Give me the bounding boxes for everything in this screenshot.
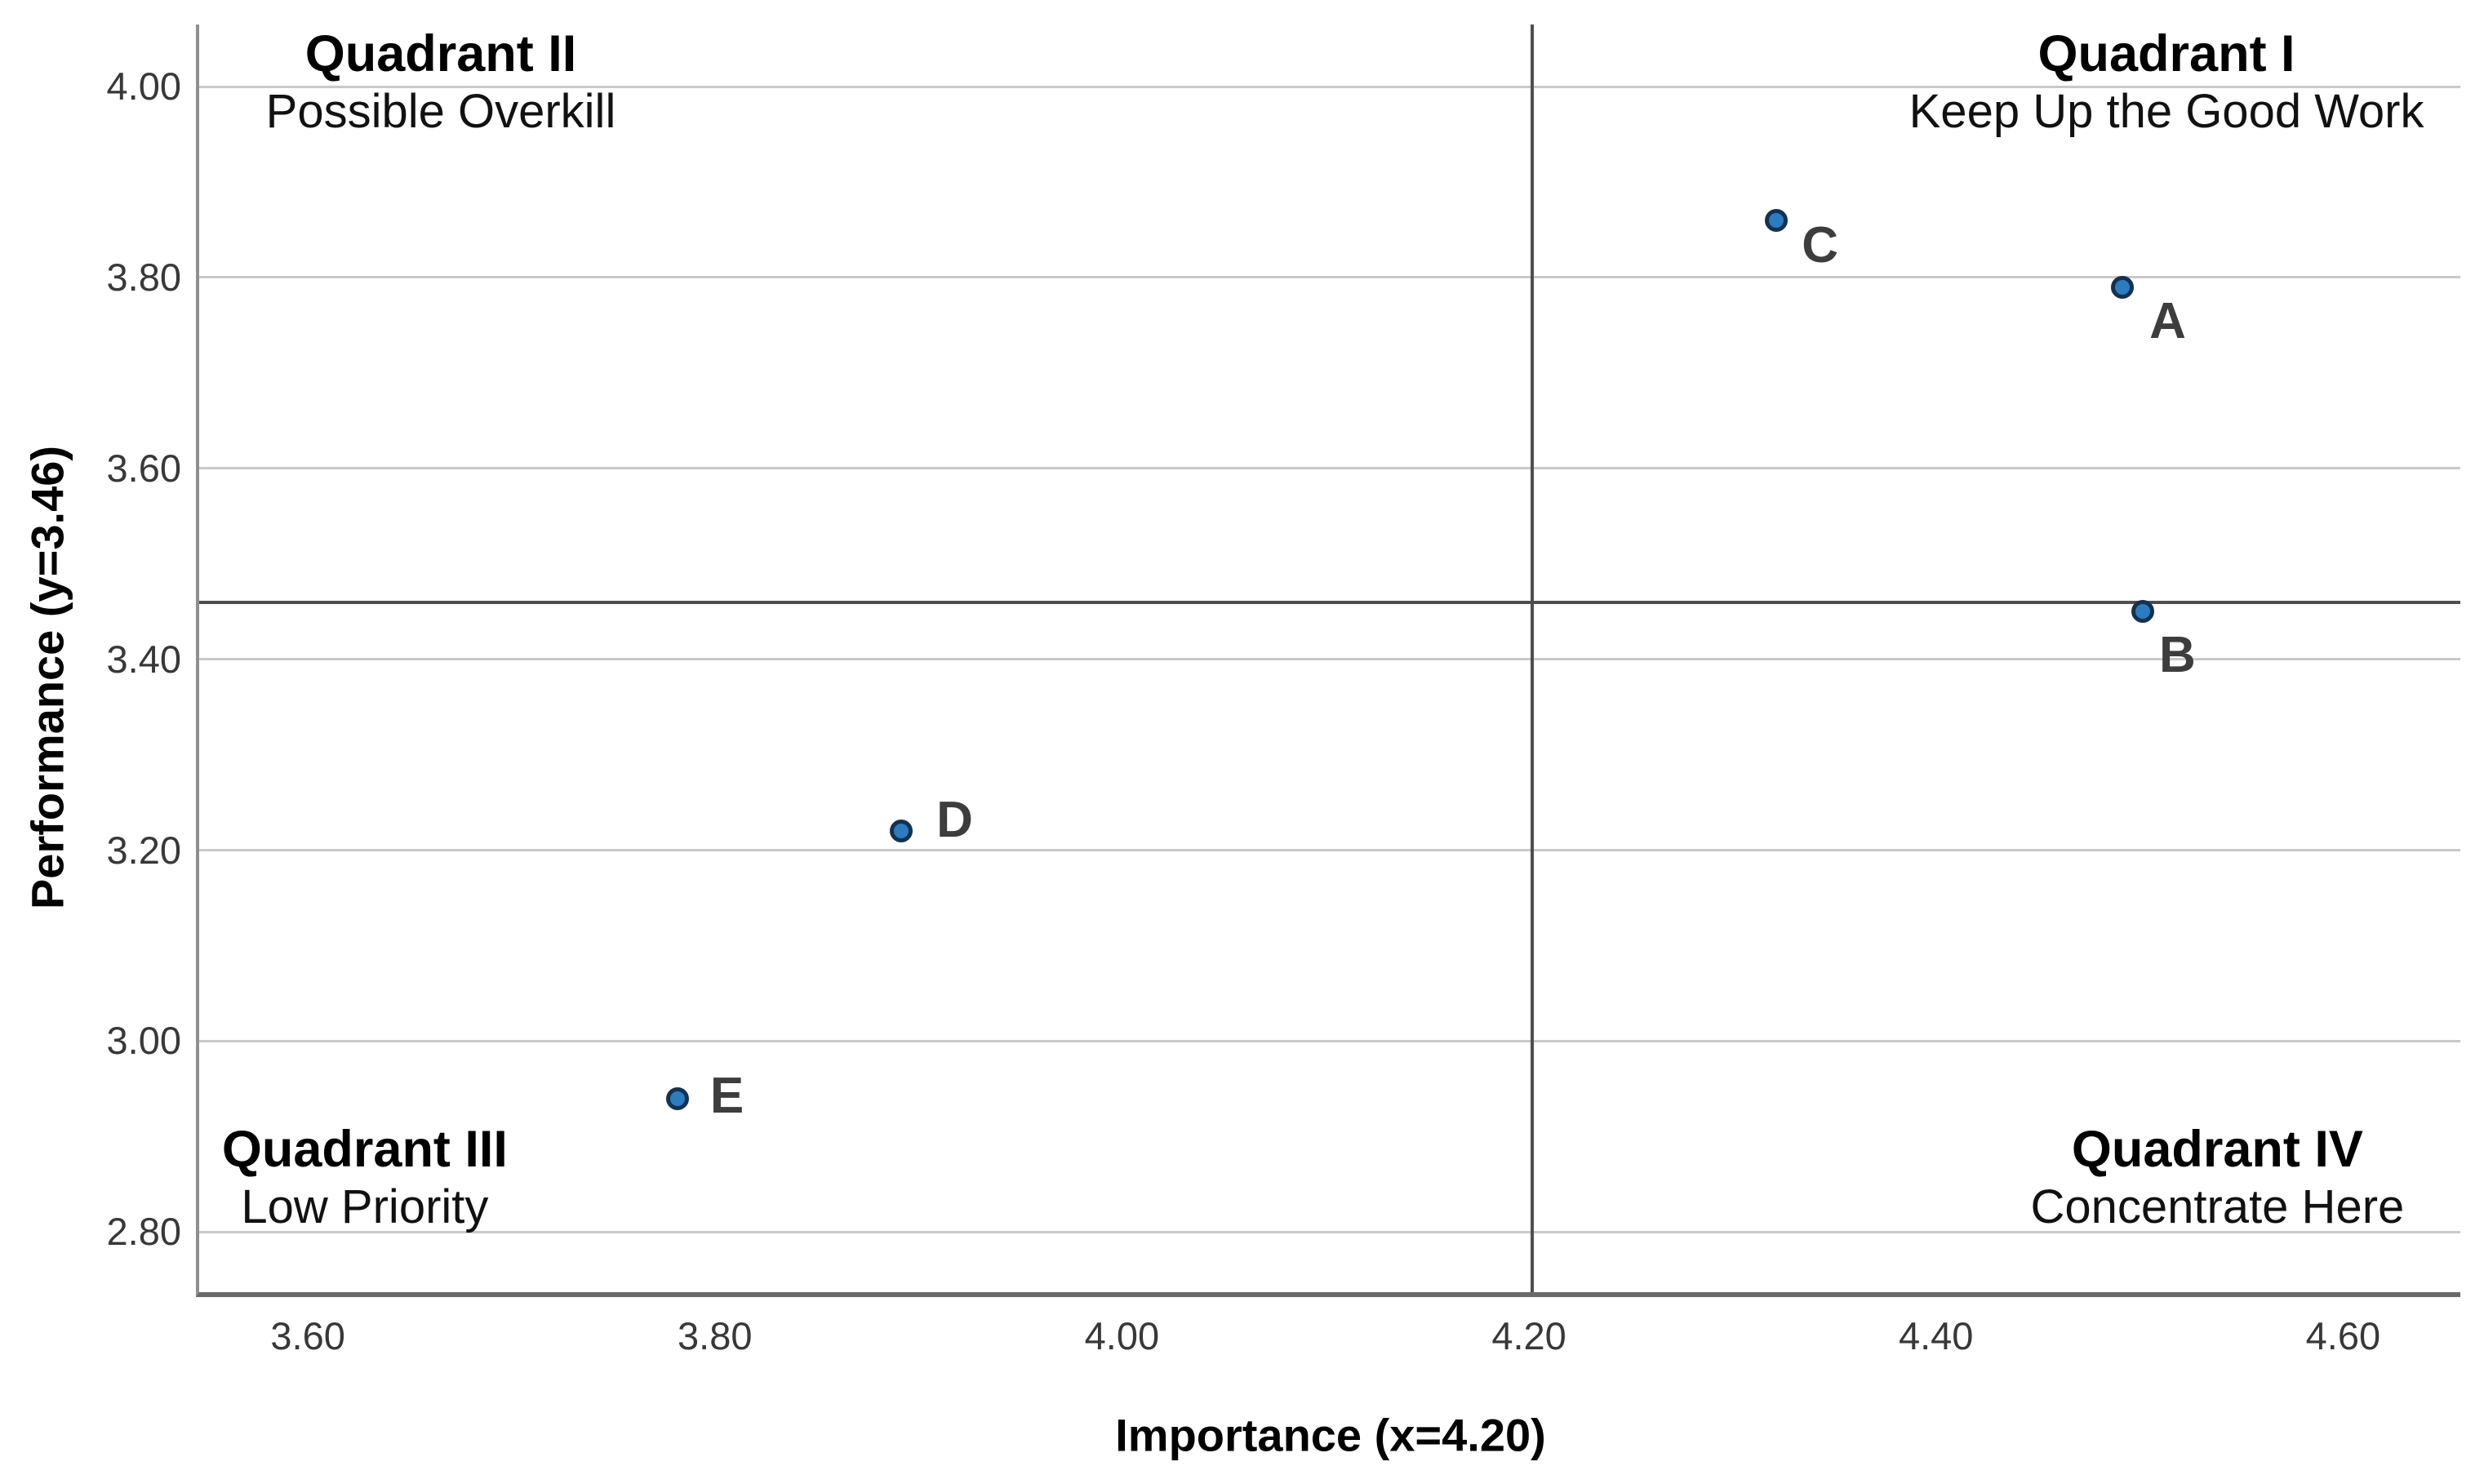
quadrant-subtitle: Low Priority (241, 1180, 489, 1233)
x-tick-label: 4.40 (1898, 1314, 1974, 1357)
y-tick-label: 2.80 (106, 1210, 181, 1254)
x-tick-label: 4.00 (1084, 1314, 1160, 1357)
quadrant-label-quadrant-i: Quadrant I Keep Up the Good Work (1909, 24, 2424, 140)
point-label-A: A (2149, 292, 2186, 349)
quadrant-title: Quadrant I (2037, 25, 2295, 82)
horizontal-reference-line (199, 600, 2460, 604)
x-axis-title: Importance (x=4.20) (1115, 1409, 1546, 1461)
x-tick-label: 3.80 (678, 1314, 753, 1357)
quadrant-title: Quadrant III (221, 1120, 508, 1178)
y-tick-label: 4.00 (106, 64, 181, 108)
gridline-y-3.60 (199, 467, 2460, 470)
gridline-y-3.40 (199, 658, 2460, 661)
y-tick-label: 3.80 (106, 255, 181, 299)
point-label-B: B (2159, 627, 2196, 684)
plot-area: A B C D E (196, 24, 2460, 1297)
gridline-y-3.20 (199, 849, 2460, 852)
x-tick-label: 4.20 (1491, 1314, 1566, 1357)
quadrant-label-quadrant-ii: Quadrant II Possible Overkill (266, 24, 616, 140)
point-label-C: C (1802, 216, 1839, 273)
point-label-E: E (709, 1067, 744, 1124)
gridline-y-4.00 (199, 85, 2460, 88)
quadrant-label-quadrant-iii: Quadrant III Low Priority (222, 1120, 508, 1236)
data-point-E (665, 1086, 689, 1110)
x-tick-label: 3.60 (270, 1314, 345, 1357)
gridline-y-2.80 (199, 1230, 2460, 1233)
y-tick-label: 3.20 (106, 828, 181, 872)
data-point-B (2131, 600, 2155, 624)
x-tick-label: 4.60 (2305, 1314, 2381, 1357)
point-label-D: D (936, 792, 973, 849)
quadrant-title: Quadrant II (304, 25, 577, 82)
y-tick-label: 3.60 (106, 446, 181, 490)
data-point-D (890, 820, 913, 843)
y-tick-label: 3.00 (106, 1019, 181, 1063)
data-point-A (2111, 275, 2135, 299)
quadrant-title: Quadrant IV (2071, 1120, 2363, 1178)
gridline-y-3.00 (199, 1039, 2460, 1042)
data-point-C (1765, 208, 1789, 232)
gridline-y-3.80 (199, 276, 2460, 279)
quadrant-label-quadrant-iv: Quadrant IV Concentrate Here (2030, 1120, 2404, 1236)
quadrant-subtitle: Keep Up the Good Work (1909, 85, 2424, 138)
y-tick-label: 3.40 (106, 637, 181, 681)
quadrant-subtitle: Concentrate Here (2030, 1180, 2405, 1233)
quadrant-subtitle: Possible Overkill (265, 85, 616, 138)
vertical-reference-line (1531, 24, 1535, 1292)
